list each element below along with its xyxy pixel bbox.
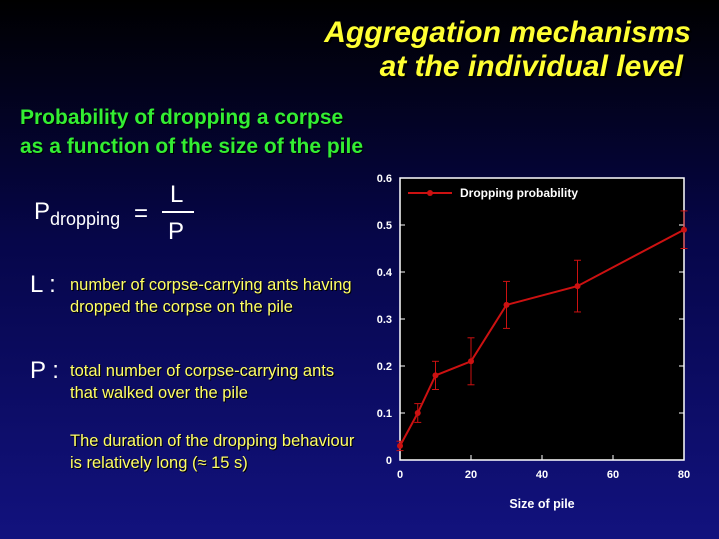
subtitle-line-1: Probability of dropping a corpse (20, 106, 344, 129)
data-point (574, 283, 581, 290)
definition-p-key: P : (30, 357, 59, 384)
legend-label: Dropping probability (460, 186, 578, 200)
data-point (468, 358, 474, 365)
x-axis-label: Size of pile (509, 497, 574, 511)
data-point (681, 226, 687, 233)
legend-marker (427, 190, 433, 196)
data-points (397, 226, 687, 449)
plot-area (399, 177, 685, 461)
formula-denominator: P (168, 218, 185, 245)
legend: Dropping probability (408, 186, 578, 200)
definition-l-key: L : (30, 271, 56, 298)
x-tick-label: 80 (678, 469, 690, 481)
title-line-1: Aggregation mechanisms (324, 16, 691, 49)
y-tick-label: 0.4 (377, 267, 393, 279)
slide-title: Aggregation mechanisms at the individual… (324, 16, 691, 84)
x-tick-label: 60 (607, 469, 619, 481)
slide-subtitle: Probability of dropping a corpse as a fu… (20, 103, 363, 161)
y-tick-label: 0.1 (377, 408, 392, 420)
fraction-bar (162, 211, 194, 213)
formula-numerator: L (170, 181, 184, 208)
title-line-2: at the individual level (379, 50, 683, 83)
definition-l-text: number of corpse-carrying ants having dr… (70, 276, 352, 316)
formula-p: Pdropping (34, 198, 121, 229)
formula-subscript: dropping (50, 209, 121, 229)
y-tick-label: 0.3 (377, 314, 392, 326)
data-point (414, 410, 421, 416)
data-point (397, 442, 403, 449)
definition-p-text: total number of corpse-carrying ants tha… (70, 362, 335, 402)
y-tick-label: 0 (386, 455, 392, 467)
x-axis: 0 20 40 60 80 (397, 455, 690, 481)
y-tick-label: 0.5 (377, 220, 392, 232)
subtitle-line-2: as a function of the size of the pile (20, 135, 364, 158)
duration-note-text: The duration of the dropping behaviour i… (70, 432, 355, 472)
y-tick-label: 0.2 (377, 361, 392, 373)
dropping-probability-chart: 0 0.1 0.2 0.3 0.4 0.5 0.6 0 20 40 60 80 Dropping p… (377, 173, 690, 511)
y-tick-label: 0.6 (377, 173, 392, 185)
data-point (503, 301, 510, 308)
x-tick-label: 20 (465, 469, 477, 481)
dropping-formula: Pdropping = L P (34, 178, 214, 248)
formula-p-letter: P (34, 198, 51, 225)
formula-equals: = (134, 200, 149, 227)
x-tick-label: 0 (397, 469, 403, 481)
y-axis: 0 0.1 0.2 0.3 0.4 0.5 0.6 (377, 173, 684, 467)
x-tick-label: 40 (536, 469, 548, 481)
data-point (432, 372, 439, 379)
